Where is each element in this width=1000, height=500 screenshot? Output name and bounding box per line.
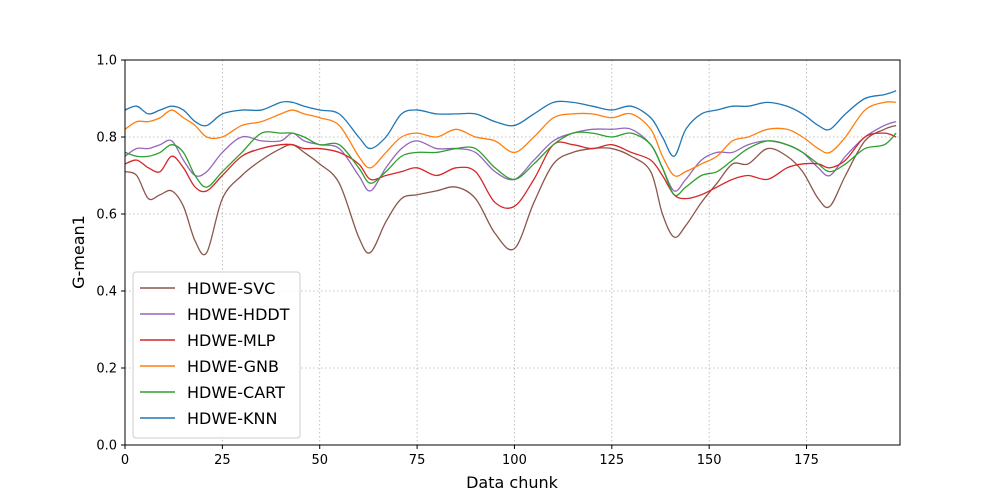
- y-axis-label: G-mean1: [69, 215, 88, 289]
- series-line-hdwe-svc: [124, 124, 897, 256]
- y-tick-label: 0.0: [96, 439, 117, 454]
- series-lines: [124, 90, 897, 256]
- legend-items: HDWE-SVC HDWE-HDDT HDWE-MLP HDWE-GNB HDWE-CA…: [140, 279, 290, 428]
- legend: HDWE-SVC HDWE-HDDT HDWE-MLP HDWE-GNB HDWE-CA…: [132, 271, 301, 439]
- y-tick-label: 0.2: [96, 362, 117, 377]
- x-tick-label: 75: [409, 453, 426, 468]
- legend-label-hdwe-hddt: HDWE-HDDT: [187, 305, 290, 324]
- x-tick-label: 150: [697, 453, 722, 468]
- series-line-hdwe-gnb: [124, 101, 897, 177]
- x-tick-label: 175: [794, 453, 819, 468]
- x-tick-label: 25: [214, 453, 231, 468]
- series-line-hdwe-mlp: [124, 132, 897, 209]
- x-axis-label: Data chunk: [466, 473, 559, 492]
- legend-label-hdwe-svc: HDWE-SVC: [187, 279, 275, 298]
- legend-label-hdwe-cart: HDWE-CART: [187, 383, 285, 402]
- y-tick-label: 1.0: [96, 54, 117, 69]
- series-line-hdwe-knn: [124, 90, 897, 157]
- legend-label-hdwe-knn: HDWE-KNN: [187, 409, 277, 428]
- x-tick-label: 100: [502, 453, 527, 468]
- legend-label-hdwe-mlp: HDWE-MLP: [187, 331, 276, 350]
- y-axis-ticks: 0.0 0.2 0.4 0.6 0.8 1.0: [96, 54, 125, 454]
- x-axis-ticks: 0 25 50 75 100 125 150 175: [121, 445, 819, 468]
- legend-label-hdwe-gnb: HDWE-GNB: [187, 357, 279, 376]
- x-tick-label: 125: [599, 453, 624, 468]
- plot-frame: [124, 59, 901, 446]
- x-tick-label: 0: [121, 453, 129, 468]
- y-tick-label: 0.6: [96, 208, 117, 223]
- series-line-hdwe-cart: [124, 131, 897, 197]
- x-tick-label: 50: [311, 453, 328, 468]
- y-tick-label: 0.4: [96, 285, 117, 300]
- y-tick-label: 0.8: [96, 131, 117, 146]
